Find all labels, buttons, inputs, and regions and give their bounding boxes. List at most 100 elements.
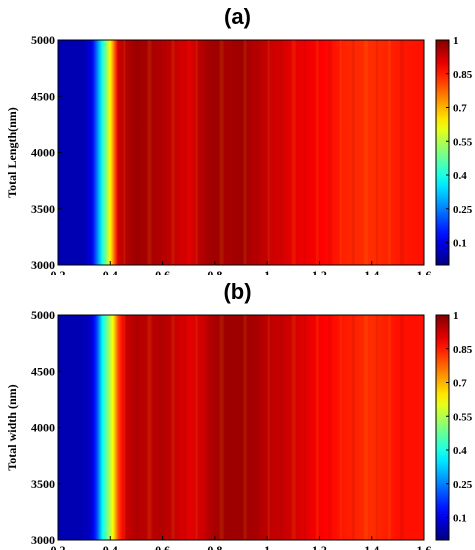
heatmap-streak bbox=[135, 40, 139, 265]
panel-label: (a) bbox=[224, 4, 251, 29]
heatmap-streak bbox=[399, 315, 404, 540]
heatmap-streak bbox=[171, 40, 175, 265]
heatmap-streak bbox=[123, 40, 126, 265]
x-tick-label: 1.2 bbox=[312, 543, 327, 550]
heatmap-streak bbox=[147, 40, 152, 265]
x-tick-label: 0.2 bbox=[51, 543, 66, 550]
heatmap-streak bbox=[399, 40, 404, 265]
y-tick-label: 3000 bbox=[31, 533, 55, 547]
x-tick-label: 0.6 bbox=[155, 268, 170, 275]
heatmap-streak bbox=[303, 40, 306, 265]
heatmap-field bbox=[58, 40, 424, 265]
x-tick-label: 0.4 bbox=[103, 268, 118, 275]
heatmap-streak bbox=[231, 315, 234, 540]
x-tick-label: 1.6 bbox=[417, 268, 432, 275]
heatmap-streak bbox=[279, 40, 283, 265]
colorbar bbox=[435, 314, 450, 541]
colorbar-tick-label: 0.55 bbox=[453, 411, 473, 423]
colorbar-tick-label: 0.85 bbox=[453, 69, 473, 81]
heatmap-streak bbox=[255, 40, 260, 265]
y-tick-label: 3500 bbox=[31, 477, 55, 491]
y-tick-label: 4500 bbox=[31, 89, 55, 103]
heatmap-streak bbox=[159, 315, 162, 540]
heatmap-streak bbox=[231, 40, 234, 265]
heatmap-streak bbox=[255, 315, 260, 540]
heatmap-streak bbox=[363, 315, 368, 540]
heatmap-streak bbox=[375, 315, 378, 540]
heatmap-streak bbox=[207, 40, 211, 265]
heatmap-streak bbox=[183, 315, 188, 540]
heatmap-streak bbox=[135, 315, 139, 540]
colorbar-tick-label: 0.7 bbox=[453, 378, 467, 390]
colorbar-tick-label: 0.1 bbox=[453, 513, 467, 525]
y-axis-title: Total width (nm) bbox=[5, 384, 19, 470]
panel-b: (b) 0.2 0.4 0.6 0.8 1 1.2 1.4 1.6 3000 3500 4000 45… bbox=[0, 275, 475, 550]
heatmap-chart-a: 0.2 0.4 0.6 0.8 1 1.2 1.4 1.6 3000 3500 4000 4500 50… bbox=[5, 33, 473, 275]
heatmap-streak bbox=[279, 315, 283, 540]
x-tick-label: 1.4 bbox=[364, 268, 379, 275]
x-tick-label: 1.4 bbox=[364, 543, 379, 550]
x-tick-label: 1 bbox=[264, 543, 270, 550]
heatmap-streak bbox=[303, 315, 306, 540]
colorbar-tick-label: 0.55 bbox=[453, 136, 473, 148]
heatmap-streak bbox=[327, 40, 332, 265]
x-tick-label: 1.2 bbox=[312, 268, 327, 275]
heatmap-streak bbox=[243, 315, 247, 540]
colorbar-tick-label: 1 bbox=[453, 310, 459, 322]
heatmap-chart-b: 0.2 0.4 0.6 0.8 1 1.2 1.4 1.6 3000 3500 4000 4500 50… bbox=[5, 308, 473, 550]
heatmap-streak bbox=[315, 315, 319, 540]
y-tick-label: 5000 bbox=[31, 308, 55, 322]
x-tick-label: 0.8 bbox=[207, 268, 222, 275]
heatmap-streak bbox=[123, 315, 126, 540]
y-tick-label: 5000 bbox=[31, 33, 55, 47]
heatmap-streak bbox=[339, 315, 342, 540]
heatmap-streak bbox=[267, 315, 270, 540]
heatmap-streak bbox=[219, 315, 224, 540]
heatmap-streak bbox=[243, 40, 247, 265]
heatmap-streak bbox=[351, 40, 355, 265]
heatmap-streak bbox=[183, 40, 188, 265]
heatmap-streak bbox=[327, 315, 332, 540]
colorbar-tick-label: 1 bbox=[453, 35, 459, 47]
heatmap-streak bbox=[219, 40, 224, 265]
y-tick-label: 4000 bbox=[31, 421, 55, 435]
colorbar-tick-label: 0.25 bbox=[453, 479, 473, 491]
heatmap-streak bbox=[387, 40, 391, 265]
x-tick-label: 1 bbox=[264, 268, 270, 275]
heatmap-streak bbox=[363, 40, 368, 265]
heatmap-field bbox=[58, 315, 424, 540]
colorbar-tick-label: 0.1 bbox=[453, 238, 467, 250]
heatmap-streak bbox=[291, 315, 296, 540]
heatmap-streak bbox=[159, 40, 162, 265]
heatmap-streak bbox=[375, 40, 378, 265]
heatmap-streak bbox=[195, 315, 198, 540]
heatmap-streak bbox=[291, 40, 296, 265]
y-tick-label: 4000 bbox=[31, 146, 55, 160]
heatmap-streak bbox=[207, 315, 211, 540]
heatmap-streak bbox=[387, 315, 391, 540]
heatmap-streak bbox=[315, 40, 319, 265]
panel-label: (b) bbox=[223, 279, 252, 304]
panel-a: (a) 0.2 0.4 0.6 0.8 1 1.2 1.4 1.6 3000 3500 4000 45… bbox=[5, 4, 473, 275]
heatmap-streak bbox=[171, 315, 175, 540]
heatmap-streak bbox=[267, 40, 270, 265]
y-tick-label: 3500 bbox=[31, 202, 55, 216]
colorbar-tick-label: 0.7 bbox=[453, 103, 467, 115]
heatmap-streak bbox=[147, 315, 152, 540]
x-tick-label: 0.8 bbox=[207, 543, 222, 550]
colorbar-tick-label: 0.85 bbox=[453, 344, 473, 356]
y-tick-label: 4500 bbox=[31, 364, 55, 378]
colorbar-tick-label: 0.4 bbox=[453, 445, 467, 457]
heatmap-streak bbox=[339, 40, 342, 265]
y-tick-label: 3000 bbox=[31, 258, 55, 272]
colorbar bbox=[435, 39, 450, 266]
colorbar-tick-label: 0.4 bbox=[453, 170, 467, 182]
heatmap-streak bbox=[351, 315, 355, 540]
x-tick-label: 1.6 bbox=[417, 543, 432, 550]
y-axis-title: Total Length(nm) bbox=[5, 107, 19, 198]
heatmap-streak bbox=[195, 40, 198, 265]
colorbar-tick-label: 0.25 bbox=[453, 204, 473, 216]
x-tick-label: 0.6 bbox=[155, 543, 170, 550]
x-tick-label: 0.2 bbox=[51, 268, 66, 275]
x-tick-label: 0.4 bbox=[103, 543, 118, 550]
